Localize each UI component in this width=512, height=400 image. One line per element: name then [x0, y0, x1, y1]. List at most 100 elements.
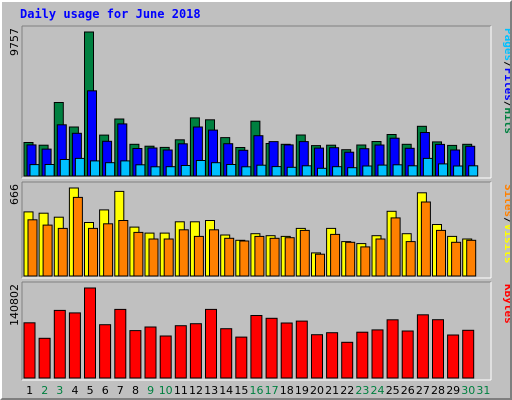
x-tick-label-day-3: 3 [56, 384, 63, 397]
x-tick-label-day-13: 13 [204, 384, 218, 397]
pages-bar-day-12 [195, 160, 206, 177]
series-kbytes [23, 287, 475, 379]
y-max-label: 140802 [8, 284, 21, 326]
sites-bar-day-26 [405, 241, 416, 277]
x-tick-label-day-31: 31 [476, 384, 490, 397]
sites-bar-day-25 [390, 217, 401, 277]
x-tick-label-day-8: 8 [132, 384, 139, 397]
sites-bar-day-16 [254, 235, 265, 277]
x-tick-label-day-29: 29 [446, 384, 460, 397]
pages-bar-day-19 [301, 165, 312, 177]
y-max-label: 666 [8, 184, 21, 205]
kbytes-bar-day-30 [462, 329, 475, 379]
sites-bar-day-18 [284, 237, 295, 277]
side-legend-part: / [502, 217, 510, 224]
kbytes-bar-day-24 [371, 329, 384, 379]
pages-bar-day-25 [392, 164, 403, 177]
pages-bar-day-7 [120, 160, 131, 177]
kbytes-bar-day-1 [23, 322, 36, 379]
pages-bar-day-8 [135, 164, 146, 177]
kbytes-bar-day-27 [416, 314, 429, 379]
sites-bar-day-28 [436, 229, 446, 277]
kbytes-bar-day-16 [250, 315, 263, 379]
side-legend-part: Sites [502, 184, 510, 217]
pages-bar-day-21 [332, 166, 343, 177]
sites-bar-day-23 [360, 246, 371, 277]
x-tick-label-day-23: 23 [355, 384, 369, 397]
x-tick-label-day-26: 26 [401, 384, 415, 397]
pages-bar-day-10 [165, 166, 176, 177]
sites-bar-day-1 [27, 219, 38, 277]
kbytes-bar-day-3 [53, 309, 66, 379]
sites-bar-day-6 [103, 223, 114, 277]
kbytes-bar-day-25 [386, 319, 399, 379]
x-tick-label-day-15: 15 [234, 384, 248, 397]
sites-bar-day-24 [375, 238, 386, 277]
side-legend: Pages/Files/Hits [502, 28, 510, 134]
sites-bar-day-2 [42, 224, 53, 277]
x-tick-label-day-24: 24 [371, 384, 385, 397]
side-legend-part: / [502, 101, 510, 108]
kbytes-bar-day-2 [38, 337, 51, 379]
sites-bar-day-13 [209, 229, 219, 277]
x-tick-label-day-7: 7 [117, 384, 124, 397]
x-tick-label-day-1: 1 [26, 384, 33, 397]
kbytes-bar-day-10 [159, 335, 172, 379]
pages-bar-day-28 [438, 163, 448, 177]
x-tick-label-day-4: 4 [72, 384, 79, 397]
side-legend-part: Pages [502, 28, 510, 61]
pages-bar-day-11 [180, 165, 191, 177]
x-tick-label-day-18: 18 [280, 384, 294, 397]
pages-bar-day-13 [211, 162, 221, 177]
sites-bar-day-29 [451, 241, 462, 277]
sites-bar-day-9 [148, 238, 159, 277]
kbytes-bar-day-20 [311, 334, 323, 379]
pages-bar-day-24 [377, 164, 388, 177]
pages-bar-day-29 [453, 165, 464, 177]
x-tick-label-day-27: 27 [416, 384, 430, 397]
side-legend-part: Visits [502, 224, 510, 264]
x-tick-label-day-10: 10 [159, 384, 173, 397]
x-tick-label-day-25: 25 [386, 384, 400, 397]
kbytes-bar-day-14 [220, 328, 233, 379]
series-pages [29, 157, 479, 177]
sites-bar-day-20 [315, 253, 325, 277]
side-legend-part: KBytes [502, 284, 510, 324]
sites-bar-day-17 [269, 237, 280, 277]
side-legend: Sites/Visits [502, 184, 510, 264]
kbytes-bar-day-7 [114, 308, 127, 379]
x-tick-label-day-6: 6 [102, 384, 109, 397]
pages-bar-day-27 [422, 157, 433, 177]
kbytes-bar-day-29 [447, 334, 460, 379]
x-tick-label-day-9: 9 [147, 384, 154, 397]
pages-bar-day-16 [256, 164, 267, 177]
sites-bar-day-8 [133, 231, 144, 277]
side-legend-part: Hits [502, 108, 510, 135]
x-tick-label-day-12: 12 [189, 384, 203, 397]
kbytes-bar-day-12 [189, 323, 202, 379]
x-tick-label-day-2: 2 [41, 384, 48, 397]
pages-bar-day-22 [347, 167, 358, 177]
sites-bar-day-7 [118, 220, 129, 277]
panel-kbytes: 140802 KBytes [8, 281, 510, 381]
kbytes-bar-day-8 [129, 330, 142, 379]
kbytes-bar-day-4 [68, 312, 81, 379]
x-tick-label-day-20: 20 [310, 384, 324, 397]
pages-bar-day-23 [362, 165, 373, 177]
kbytes-bar-day-18 [280, 322, 293, 379]
x-tick-label-day-19: 19 [295, 384, 309, 397]
pages-bar-day-20 [317, 167, 327, 177]
kbytes-bar-day-13 [205, 308, 217, 379]
sites-bar-day-21 [330, 233, 341, 277]
kbytes-bar-day-19 [295, 320, 308, 379]
series-sites [27, 196, 477, 277]
x-tick-label-day-21: 21 [325, 384, 339, 397]
kbytes-bar-day-5 [84, 287, 96, 379]
sites-bar-day-10 [163, 238, 174, 277]
side-legend-part: Files [502, 68, 510, 101]
x-tick-label-day-30: 30 [461, 384, 475, 397]
chart-panels: 9757Pages/Files/Hits666Sites/Visits14080… [8, 25, 510, 381]
